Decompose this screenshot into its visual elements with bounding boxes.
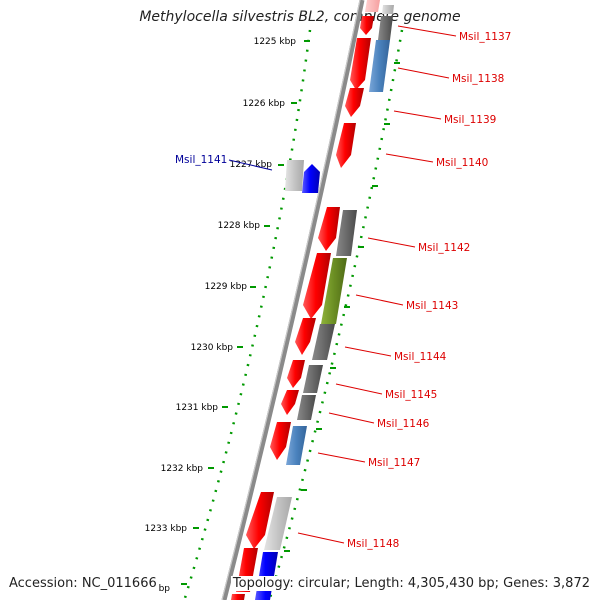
gene-label[interactable]: Msil_1145 [385,389,437,401]
leader-lines [228,25,457,544]
gene-label[interactable]: Msil_1147 [368,457,420,469]
ruler-label: 1230 kbp [191,343,234,353]
cog-block [382,5,394,14]
cog-block [312,324,335,360]
gene-msil-1140-arrow[interactable] [336,123,356,168]
gene-label[interactable]: Msil_1139 [444,114,496,126]
gene-label[interactable]: Msil_1148 [347,538,399,550]
gene-msil-1138-arrow[interactable] [350,38,371,90]
cog-block [264,497,292,550]
gene-label[interactable]: Msil_1146 [377,418,430,430]
gene-label[interactable]: Msil_1141 [175,154,227,166]
gene-label[interactable]: Msil_1138 [452,73,504,85]
cog-ticks [284,62,400,552]
ruler-label: 1232 kbp [161,464,204,474]
gene-label[interactable]: Msil_1140 [436,157,488,169]
ruler-ticks [181,40,310,585]
ruler-label: 1228 kbp [218,221,261,231]
ruler-label: 1233 kbp [145,524,188,534]
gene-msil-1144-arrow[interactable] [295,318,316,355]
cog-block [297,395,316,420]
gene-msil-1148-arrow[interactable] [246,492,274,549]
cog-block [365,0,380,12]
gene-partial-arrow[interactable] [231,594,245,600]
gene-label[interactable]: Msil_1144 [394,351,447,363]
ruler-dotted-line [183,29,312,599]
gene-msil-1143-arrow[interactable] [303,253,331,319]
cog-block [378,16,393,40]
cog-block [321,258,347,324]
ruler-label: 1231 kbp [176,403,219,413]
gene-label[interactable]: Msil_1142 [418,242,470,254]
gene-msil-1147-arrow[interactable] [270,422,291,460]
gene-label[interactable]: Msil_1143 [406,300,458,312]
ruler-label: 1225 kbp [254,37,297,47]
gene-msil-1137-arrow[interactable] [360,16,374,35]
gene-features [231,0,394,600]
map-title: Methylocella silvestris BL2, complete ge… [139,9,461,25]
ruler-label: 1226 kbp [243,99,286,109]
gene-msil-1141-arrow[interactable] [302,164,320,193]
cog-block [286,426,307,465]
gene-label[interactable]: Msil_1137 [459,31,511,43]
gene-msil-1142-arrow[interactable] [318,207,340,251]
cog-block [336,210,357,256]
ruler-label: 1229 kbp [205,282,248,292]
cog-block [369,40,390,92]
gene-msil-1139-arrow[interactable] [345,88,364,117]
genome-backbone-highlight [221,0,361,600]
accession-label: Accession: NC_011666 [7,576,159,591]
genome-backbone [221,0,365,600]
gene-msil-1145-arrow[interactable] [287,360,305,388]
gene-msil-1146-arrow[interactable] [281,390,299,415]
topology-label: Topology: circular; Length: 4,305,430 bp… [230,576,592,591]
cog-block [303,365,323,393]
cog-block [285,160,304,191]
